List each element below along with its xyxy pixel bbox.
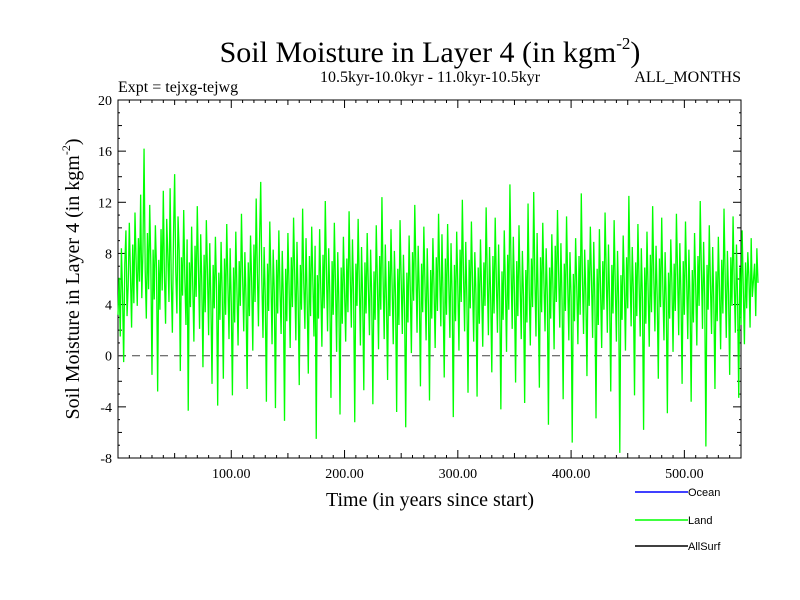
subtitle-center: 10.5kyr-10.0kyr - 11.0kyr-10.5kyr	[320, 69, 541, 86]
y-tick-label: 8	[105, 247, 112, 262]
x-tick-label: 500.00	[665, 467, 704, 482]
subtitle-right: ALL_MONTHS	[634, 69, 741, 86]
legend-label-allsurf: AllSurf	[688, 541, 721, 553]
legend-label-ocean: Ocean	[688, 487, 720, 499]
subtitle-left: Expt = tejxg-tejwg	[118, 79, 238, 96]
y-tick-label: 16	[98, 145, 112, 160]
y-tick-label: 0	[105, 350, 112, 365]
series-line-land	[117, 148, 759, 453]
y-tick-label: -8	[100, 452, 112, 467]
x-tick-label: 300.00	[439, 467, 478, 482]
legend-label-land: Land	[688, 515, 712, 527]
legend: Ocean Land AllSurf	[635, 487, 721, 553]
chart-title: Soil Moisture in Layer 4 (in kgm-2)	[220, 34, 641, 69]
y-axis-label: Soil Moisture in Layer 4 (in kgm-2)	[59, 138, 84, 419]
x-tick-label: 400.00	[552, 467, 591, 482]
x-axis-label: Time (in years since start)	[326, 489, 534, 511]
axis-ticks: -8 -4 0 4 8 12 16 20 100.00 200.00 300.00 400.00 500…	[98, 94, 741, 482]
y-tick-label: 4	[105, 299, 112, 314]
x-tick-label: 200.00	[325, 467, 364, 482]
y-tick-label: 20	[98, 94, 112, 109]
x-tick-label: 100.00	[212, 467, 251, 482]
y-tick-label: 12	[98, 196, 112, 211]
y-tick-label: -4	[100, 401, 112, 416]
